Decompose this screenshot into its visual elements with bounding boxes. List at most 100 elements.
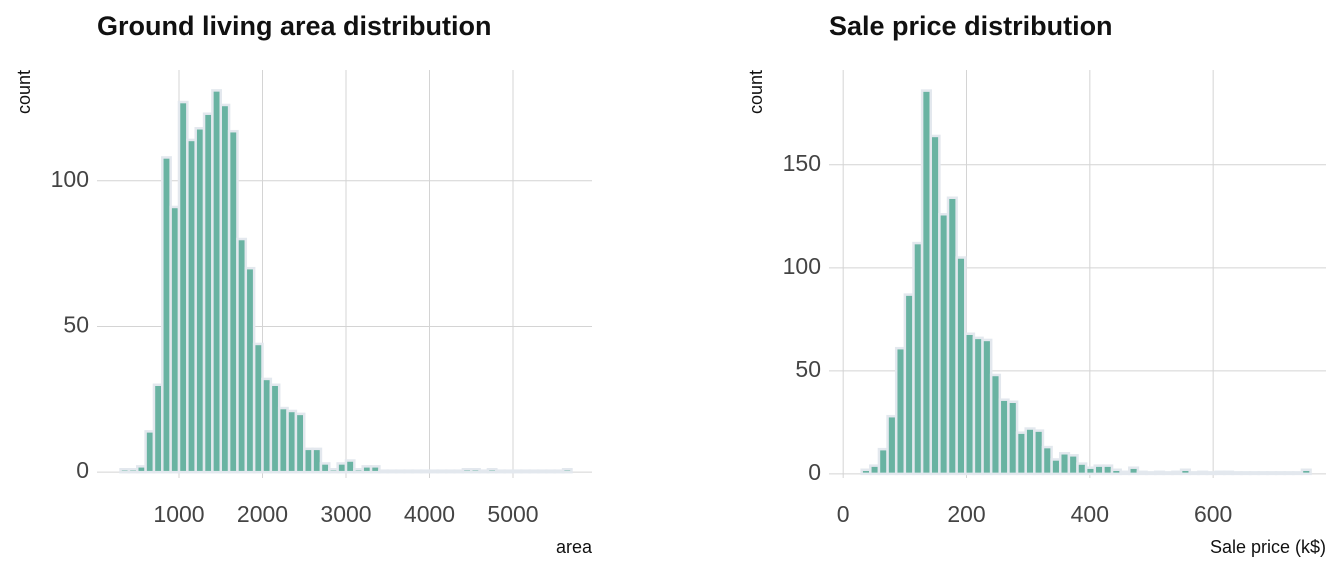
bar <box>444 469 456 474</box>
bar <box>528 469 540 474</box>
bar <box>946 196 958 476</box>
bar <box>1084 466 1097 476</box>
bar <box>1205 471 1217 476</box>
bar <box>378 469 390 474</box>
bar <box>244 266 256 474</box>
bar <box>294 412 306 474</box>
bar <box>545 469 557 474</box>
x-tick-label: 1000 <box>153 501 204 527</box>
bar <box>353 468 364 474</box>
bar <box>1292 471 1304 476</box>
bar <box>511 469 523 474</box>
bar <box>503 469 515 474</box>
bar <box>478 469 490 474</box>
bar <box>1197 470 1209 476</box>
y-tick-label: 100 <box>51 166 89 192</box>
bar <box>860 468 872 476</box>
bar <box>495 469 506 474</box>
y-tick-label: 50 <box>795 356 821 382</box>
x-tick-label: 5000 <box>487 501 538 527</box>
bar <box>989 373 1002 476</box>
x-tick-label: 3000 <box>320 501 371 527</box>
bar <box>561 468 573 474</box>
bar <box>211 89 222 474</box>
bar <box>1240 471 1252 476</box>
bar <box>135 465 147 474</box>
y-tick-label: 100 <box>783 253 821 279</box>
bar <box>998 398 1010 476</box>
x-tick-label: 0 <box>837 501 850 527</box>
bar <box>1171 470 1183 476</box>
bar <box>403 469 415 474</box>
bar <box>1179 468 1191 476</box>
bar <box>1300 468 1312 476</box>
bar <box>972 336 984 476</box>
y-tick-label: 50 <box>63 312 89 338</box>
bar <box>1266 471 1278 476</box>
bar <box>394 469 406 474</box>
bar <box>929 134 941 476</box>
chart-title: Ground living area distribution <box>97 11 492 41</box>
chart-title: Sale price distribution <box>829 11 1113 41</box>
bar <box>1102 464 1114 476</box>
bar <box>286 409 298 474</box>
bar <box>470 468 481 474</box>
bar <box>186 138 197 474</box>
bar <box>1248 471 1261 476</box>
x-tick-label: 600 <box>1194 501 1232 527</box>
bar <box>1223 470 1235 476</box>
bar <box>1067 454 1079 476</box>
bar <box>877 447 889 476</box>
bar <box>1119 470 1131 476</box>
bar <box>236 237 248 474</box>
bar <box>127 468 139 474</box>
bar <box>453 469 465 474</box>
bar <box>1257 471 1269 476</box>
x-tick-label: 4000 <box>404 501 455 527</box>
bar <box>1188 471 1200 476</box>
bar <box>161 156 172 474</box>
bar <box>461 468 473 474</box>
bar <box>269 383 281 474</box>
bar <box>520 469 531 474</box>
bar <box>1041 445 1053 476</box>
bar <box>1274 471 1286 476</box>
bar <box>912 241 924 476</box>
bar <box>319 462 331 474</box>
bar <box>1153 470 1166 476</box>
bar <box>119 468 131 474</box>
y-tick-label: 0 <box>808 459 821 485</box>
bar <box>1033 429 1045 476</box>
bar <box>903 293 915 476</box>
bar <box>1058 452 1071 476</box>
bar <box>938 212 950 476</box>
bar <box>436 469 448 474</box>
bar <box>553 469 565 474</box>
bar <box>1024 427 1036 476</box>
bar <box>202 112 214 474</box>
bar <box>1050 458 1062 476</box>
bar <box>1283 471 1295 476</box>
bar <box>336 462 348 474</box>
y-axis-label: count <box>746 70 766 114</box>
bar <box>227 129 239 474</box>
bar <box>1076 462 1088 476</box>
bar <box>152 383 164 474</box>
y-axis-label: count <box>14 70 34 114</box>
x-axis-label: area <box>556 537 593 557</box>
x-tick-label: 400 <box>1071 501 1109 527</box>
x-axis-label: Sale price (k$) <box>1210 537 1326 557</box>
y-tick-label: 150 <box>783 150 821 176</box>
bar <box>894 346 907 476</box>
bar <box>428 469 440 474</box>
bar <box>386 469 398 474</box>
bar <box>411 469 423 474</box>
bar <box>169 205 181 474</box>
bar <box>536 469 548 474</box>
bar <box>177 100 189 474</box>
bar <box>252 342 264 474</box>
bar <box>194 127 206 474</box>
bar <box>328 468 339 474</box>
bar <box>964 332 976 476</box>
